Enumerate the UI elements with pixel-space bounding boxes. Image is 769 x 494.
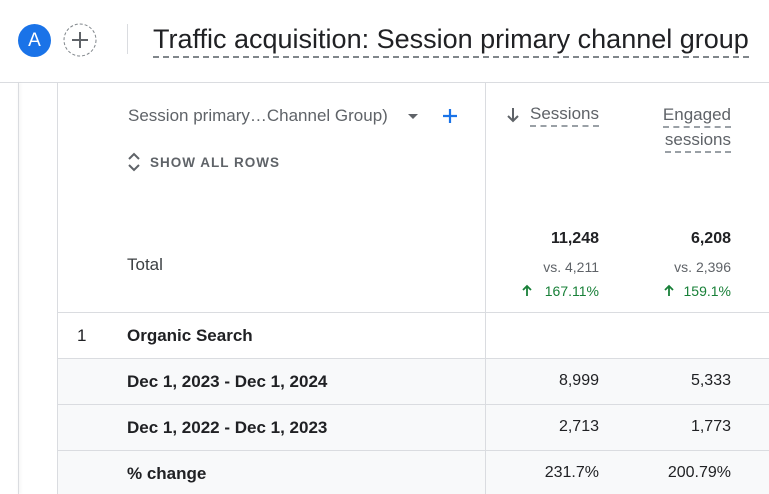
total-label: Total <box>127 255 163 274</box>
column-divider <box>485 83 486 494</box>
row-index: 1 <box>77 326 87 345</box>
avatar[interactable]: A <box>18 24 51 57</box>
cell: 5,333 <box>690 372 731 389</box>
column-header-line: Engaged <box>662 104 731 128</box>
column-header[interactable]: Engaged sessions <box>662 103 731 153</box>
divider <box>127 24 128 54</box>
total-compare: vs. 2,396 <box>674 259 731 275</box>
add-dimension-button[interactable] <box>441 107 459 125</box>
page-title: Traffic acquisition: Session primary cha… <box>153 22 749 58</box>
row-label: Organic Search <box>127 326 253 345</box>
row-bg <box>57 359 769 404</box>
show-all-rows-button[interactable]: SHOW ALL ROWS <box>150 155 280 170</box>
table-edge <box>57 83 58 494</box>
total-value: 11,248 <box>550 230 599 247</box>
add-comparison-button[interactable] <box>62 22 98 58</box>
total-change: 167.11% <box>544 283 599 299</box>
dimension-selector[interactable]: Session primary…Channel Group) <box>128 106 388 125</box>
row-divider <box>57 312 769 313</box>
column-header[interactable]: Sessions <box>530 103 599 127</box>
row-bg <box>57 451 769 494</box>
sort-arrow <box>507 108 519 123</box>
total-compare: vs. 4,211 <box>543 259 599 275</box>
total-value: 6,208 <box>690 230 731 247</box>
expand-icon[interactable] <box>127 152 141 172</box>
row-label: Dec 1, 2022 - Dec 1, 2023 <box>127 418 328 437</box>
row-divider <box>57 404 769 405</box>
row-divider <box>57 450 769 451</box>
total-change: 159.1% <box>683 283 731 299</box>
dropdown-icon[interactable] <box>407 113 419 121</box>
side-edge <box>18 83 19 494</box>
cell: 8,999 <box>558 372 599 389</box>
row-label: % change <box>127 464 207 483</box>
top-bar <box>0 0 769 83</box>
up-arrow <box>664 284 674 296</box>
row-divider <box>57 358 769 359</box>
column-header-line: sessions <box>664 129 731 153</box>
cell: 231.7% <box>544 464 599 481</box>
row-label: Dec 1, 2023 - Dec 1, 2024 <box>127 372 328 391</box>
up-arrow <box>522 284 532 296</box>
row-bg <box>57 405 769 450</box>
cell: 2,713 <box>558 418 599 435</box>
cell: 1,773 <box>690 418 731 435</box>
cell: 200.79% <box>667 464 731 481</box>
